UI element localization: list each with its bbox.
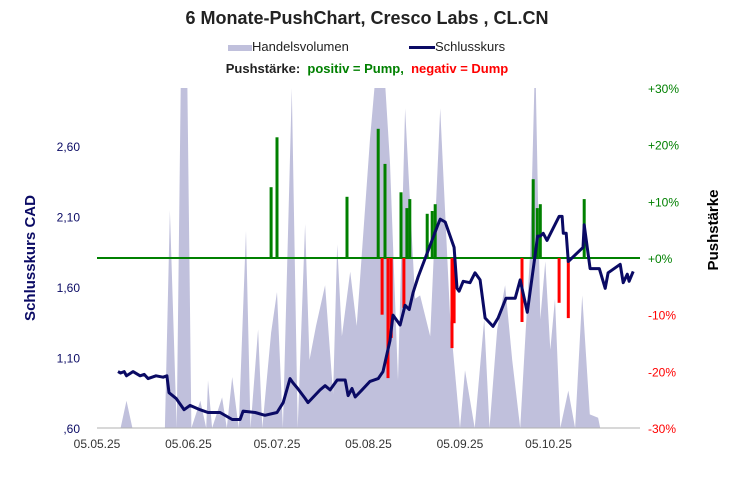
y-tick-label: 2,10 (57, 210, 81, 224)
pump-bar (269, 187, 273, 258)
y2-tick-label: +30% (648, 82, 679, 96)
legend-volume: Handelsvolumen (228, 39, 349, 54)
y2-axis-label: Pushstärke (705, 190, 722, 271)
x-tick-label: 05.10.25 (525, 437, 572, 451)
legend-volume-swatch (228, 44, 252, 51)
subtitle-positive: positiv = Pump, (307, 61, 404, 76)
y2-tick-label: +0% (648, 252, 673, 266)
y2-tick-label: -10% (648, 309, 676, 323)
pump-bar (425, 213, 429, 258)
legend-close-label: Schlusskurs (435, 39, 506, 54)
y-tick-label: ,60 (63, 422, 80, 436)
pump-bar (399, 192, 403, 258)
dump-bar (452, 258, 456, 324)
pump-bar (376, 128, 380, 258)
y-axis-label: Schlusskurs CAD (22, 195, 39, 321)
y-tick-label: 2,60 (57, 140, 81, 154)
dump-bar (557, 258, 561, 303)
dump-bar (566, 258, 570, 319)
y2-tick-label: +10% (648, 195, 679, 209)
dump-bar (386, 258, 390, 379)
pump-bar (531, 179, 535, 258)
close-price-line (117, 214, 635, 421)
pump-bar (535, 208, 539, 258)
y2-tick-label: -20% (648, 365, 676, 379)
pump-bar (345, 196, 349, 258)
volume-area (97, 88, 601, 428)
y-tick-label: 1,10 (57, 351, 81, 365)
x-tick-label: 05.09.25 (437, 437, 484, 451)
legend-close-swatch (409, 46, 435, 50)
legend-close: Schlusskurs (409, 39, 505, 54)
subtitle-prefix: Pushstärke: (225, 61, 301, 76)
subtitle: Pushstärke: positiv = Pump, negativ = Du… (0, 61, 734, 76)
y2-tick-label: -30% (648, 422, 676, 436)
pump-bar (405, 208, 409, 258)
legend-volume-label: Handelsvolumen (252, 39, 349, 54)
dump-bar (450, 258, 454, 349)
subtitle-negative: negativ = Dump (411, 61, 509, 76)
dump-bar (380, 258, 384, 315)
y2-tick-label: +20% (648, 139, 679, 153)
pump-bar (538, 204, 542, 258)
x-tick-label: 05.07.25 (254, 437, 301, 451)
dump-bar (402, 258, 406, 308)
dump-bar (389, 258, 393, 338)
y-tick-label: 1,60 (57, 281, 81, 295)
pump-bar (430, 211, 434, 258)
pump-bar (408, 199, 412, 258)
pump-bar (275, 137, 279, 258)
x-tick-label: 05.06.25 (165, 437, 212, 451)
chart-title: 6 Monate-PushChart, Cresco Labs , CL.CN (185, 8, 549, 28)
x-tick-label: 05.05.25 (74, 437, 121, 451)
pump-bar (383, 163, 387, 258)
x-tick-label: 05.08.25 (345, 437, 392, 451)
